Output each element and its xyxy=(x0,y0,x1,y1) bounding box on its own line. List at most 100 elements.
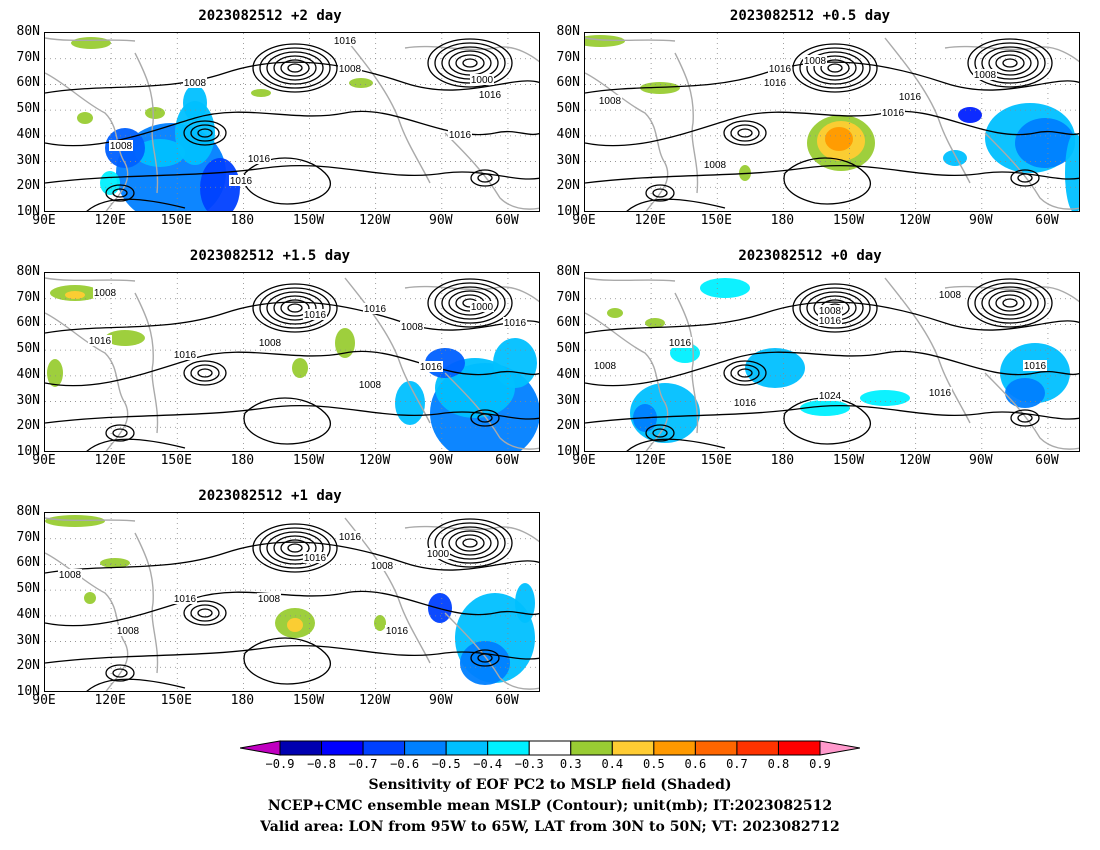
coastline xyxy=(45,552,129,691)
pressure-center-ring xyxy=(197,608,213,618)
coastline xyxy=(585,72,669,211)
map-plot: 1016 1008 1008 1000 1016 1016 1008 1016 1016 xyxy=(44,32,540,212)
map-canvas: 1008 1016 1016 1000 1008 1016 1008 1016 1016 1016… xyxy=(45,273,539,451)
pressure-center-ring xyxy=(470,169,500,187)
lat-label: 70N xyxy=(556,289,580,305)
pressure-center-ring xyxy=(266,291,324,325)
map-canvas: 1008 1016 1016 1008 1008 1016 1016 1008 xyxy=(585,33,1079,211)
lat-label: 10N xyxy=(16,444,40,459)
contour-label: 1016 xyxy=(819,316,842,327)
colorbar-tick-label: −0.5 xyxy=(431,757,461,771)
contour-label: 1016 xyxy=(304,553,327,564)
pressure-center-ring xyxy=(183,600,227,626)
pressure-center-ring xyxy=(112,668,128,678)
lon-label: 60W xyxy=(1035,213,1059,228)
contour-label: 1016 xyxy=(899,92,922,103)
coastline xyxy=(674,52,699,194)
contour-label: 1000 xyxy=(427,549,450,560)
lon-label: 90E xyxy=(32,213,56,228)
shaded-region xyxy=(493,338,537,388)
pressure-center-ring xyxy=(259,527,331,569)
shaded-region xyxy=(428,593,452,623)
shaded-region xyxy=(135,139,185,167)
shaded-region xyxy=(860,390,910,406)
lon-label: 150E xyxy=(700,213,732,228)
coastline xyxy=(585,37,676,42)
contour-label-bg xyxy=(470,74,494,85)
lon-label: 150W xyxy=(832,213,865,228)
shaded-region xyxy=(374,615,386,631)
panel-title: 2023082512 +1 day xyxy=(198,488,342,504)
lat-label: 10N xyxy=(556,204,580,219)
coastline xyxy=(585,277,676,282)
shaded-region xyxy=(700,278,750,298)
pressure-center-ring xyxy=(792,43,878,93)
contour-label-bg xyxy=(257,593,281,604)
colorbar-swatch xyxy=(736,740,779,756)
pressure-center-ring xyxy=(105,184,135,202)
contour-label: 1016 xyxy=(764,78,787,89)
pressure-center-ring xyxy=(105,424,135,442)
pressure-center-ring xyxy=(723,360,767,386)
contour-label: 1016 xyxy=(364,304,387,315)
contour-label: 1016 xyxy=(304,310,327,321)
colorbar-tick-label: −0.8 xyxy=(307,757,336,771)
map-plot: 1008 1008 1016 1016 1008 1016 1024 1016 1016 xyxy=(584,272,1080,452)
pressure-center-ring xyxy=(252,283,338,333)
mslp-contours xyxy=(45,38,539,211)
shaded-region xyxy=(1015,118,1075,168)
isobar xyxy=(243,397,332,445)
lat-label: 20N xyxy=(556,418,580,434)
lat-label: 10N xyxy=(16,204,40,219)
lon-label: 150W xyxy=(292,453,325,468)
pressure-center-ring xyxy=(105,664,135,682)
contour-label-bg xyxy=(173,349,197,360)
pressure-center-ring xyxy=(827,63,843,73)
shaded-region xyxy=(958,107,982,123)
pressure-center-ring xyxy=(462,538,478,548)
shaded-region xyxy=(349,78,373,88)
pressure-center-ring xyxy=(112,188,128,198)
colorbar-tick-label: 0.9 xyxy=(809,757,831,771)
isobar xyxy=(86,438,186,451)
lon-label: 120E xyxy=(634,213,666,228)
shaded-region xyxy=(71,37,111,49)
contour-label-bg xyxy=(419,361,443,372)
lon-label: 120W xyxy=(359,213,391,228)
panel-title: 2023082512 +0 day xyxy=(738,248,882,264)
map-plot: 1008 1016 1016 1008 1008 1016 1016 1008 xyxy=(584,32,1080,212)
pressure-center-ring xyxy=(252,523,338,573)
isobar xyxy=(45,61,539,94)
coastline xyxy=(444,612,539,690)
pressure-center-ring xyxy=(273,295,317,321)
lat-label: 30N xyxy=(16,632,40,648)
map-canvas: 1016 1008 1008 1000 1016 1016 1008 1016 1016 xyxy=(45,33,539,211)
shaded-region xyxy=(77,112,93,124)
lon-label: 90E xyxy=(572,213,596,228)
contour-label-bg xyxy=(229,175,253,186)
contour-label-bg xyxy=(426,548,450,559)
contour-label: 1008 xyxy=(974,70,997,81)
isobar xyxy=(45,541,539,574)
coastline xyxy=(944,285,1079,303)
pressure-center-ring xyxy=(477,653,493,663)
contour-label: 1008 xyxy=(939,290,962,301)
map-panel: 2023082512 +0.5 day 80N 70N 60N 50N 40N 30N 20N… xyxy=(540,8,1080,228)
lat-label: 30N xyxy=(556,392,580,408)
panel-title: 2023082512 +2 day xyxy=(198,8,342,24)
shaded-region xyxy=(800,400,850,416)
shaded-region xyxy=(251,89,271,97)
contour-label-bg xyxy=(470,301,494,312)
colorbar-tick-label: −0.6 xyxy=(390,757,420,771)
pressure-center-ring xyxy=(448,530,492,556)
lon-label: 180 xyxy=(770,213,795,228)
colorbar-tick-label: −0.7 xyxy=(348,757,378,771)
pressure-center-ring xyxy=(981,46,1039,80)
colorbar-swatch xyxy=(445,740,489,756)
coastline xyxy=(944,45,1079,63)
pressure-center-ring xyxy=(183,120,227,146)
lat-label: 40N xyxy=(556,366,580,382)
lon-label: 90W xyxy=(969,213,993,228)
pressure-center-ring xyxy=(820,59,850,77)
